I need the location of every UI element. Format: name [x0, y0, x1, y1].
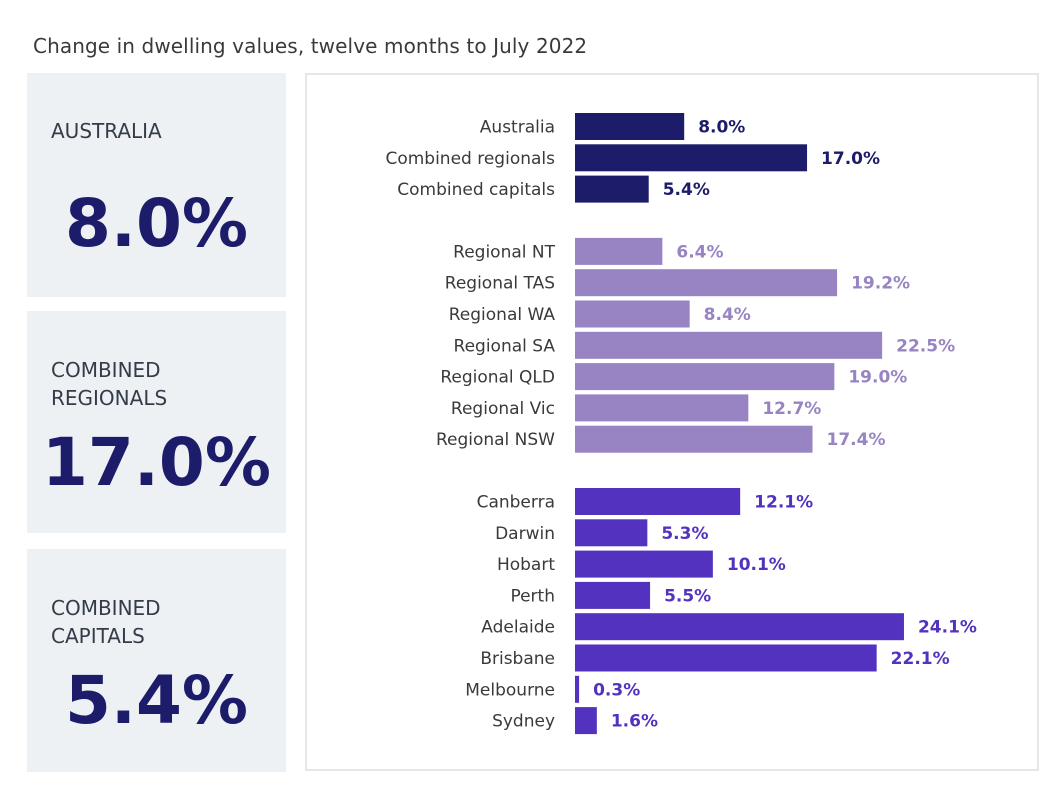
- value-label-sydney: 1.6%: [611, 712, 658, 732]
- chart-panel: Australia 8.0% Combined regionals 17.0% Comb…: [305, 73, 1039, 771]
- regionals-summary-value: 17.0%: [42, 424, 271, 501]
- category-label-combined-regionals: Combined regionals: [385, 149, 555, 169]
- value-label-melbourne: 0.3%: [593, 680, 640, 700]
- category-label-combined-capitals: Combined capitals: [397, 180, 555, 200]
- bar-combined-capitals: [575, 175, 649, 203]
- australia-summary-card: AUSTRALIA 8.0%: [27, 73, 286, 297]
- bar-adelaide: [575, 613, 904, 641]
- bar-regional-nsw: [575, 425, 813, 453]
- category-label-regional-nt: Regional NT: [453, 242, 555, 262]
- regionals-summary-label: COMBINED REGIONALS: [51, 358, 168, 410]
- capitals-summary-card: COMBINED CAPITALS 5.4%: [27, 549, 286, 772]
- category-label-regional-wa: Regional WA: [449, 305, 556, 325]
- value-label-regional-vic: 12.7%: [762, 399, 821, 419]
- category-label-melbourne: Melbourne: [465, 680, 555, 700]
- bar-melbourne: [575, 675, 580, 703]
- bar-combined-regionals: [575, 144, 808, 172]
- value-label-regional-sa: 22.5%: [896, 336, 955, 356]
- value-label-regional-nsw: 17.4%: [827, 430, 886, 450]
- chart-title: Change in dwelling values, twelve months…: [33, 34, 588, 58]
- bar-brisbane: [575, 644, 877, 672]
- bar-regional-vic: [575, 394, 749, 422]
- value-label-hobart: 10.1%: [727, 555, 786, 575]
- value-label-australia: 8.0%: [698, 118, 745, 138]
- value-label-regional-nt: 6.4%: [676, 242, 723, 262]
- bar-canberra: [575, 488, 741, 515]
- bar-regional-sa: [575, 331, 883, 359]
- value-label-combined-capitals: 5.4%: [663, 180, 710, 200]
- category-label-hobart: Hobart: [497, 555, 555, 575]
- category-label-adelaide: Adelaide: [481, 618, 555, 638]
- category-label-regional-nsw: Regional NSW: [436, 430, 555, 450]
- category-label-regional-tas: Regional TAS: [445, 274, 555, 294]
- value-label-regional-qld: 19.0%: [848, 368, 907, 388]
- value-label-regional-wa: 8.4%: [704, 305, 751, 325]
- australia-summary-label: AUSTRALIA: [51, 119, 162, 143]
- bar-regional-nt: [575, 237, 663, 265]
- value-label-brisbane: 22.1%: [891, 649, 950, 669]
- capitals-summary-label: COMBINED CAPITALS: [51, 596, 161, 648]
- value-label-combined-regionals: 17.0%: [821, 149, 880, 169]
- value-label-adelaide: 24.1%: [918, 618, 977, 638]
- category-label-brisbane: Brisbane: [480, 649, 555, 669]
- capitals-summary-value: 5.4%: [64, 662, 249, 739]
- category-label-sydney: Sydney: [492, 712, 555, 732]
- bar-perth: [575, 581, 651, 609]
- value-label-canberra: 12.1%: [754, 493, 813, 513]
- category-label-regional-qld: Regional QLD: [440, 368, 555, 388]
- bar-regional-qld: [575, 363, 835, 391]
- bar-regional-tas: [575, 269, 838, 297]
- value-label-regional-tas: 19.2%: [851, 274, 910, 294]
- category-label-canberra: Canberra: [477, 493, 555, 513]
- bar-australia: [575, 113, 685, 140]
- category-label-australia: Australia: [480, 118, 555, 138]
- australia-summary-value: 8.0%: [64, 185, 249, 262]
- bar-regional-wa: [575, 300, 690, 328]
- value-label-perth: 5.5%: [664, 586, 711, 606]
- category-label-regional-vic: Regional Vic: [451, 399, 555, 419]
- value-label-darwin: 5.3%: [661, 524, 708, 544]
- bar-darwin: [575, 519, 648, 547]
- bar-chart: Australia 8.0% Combined regionals 17.0% Comb…: [385, 113, 977, 735]
- category-label-perth: Perth: [510, 586, 555, 606]
- category-label-regional-sa: Regional SA: [454, 336, 556, 356]
- bar-hobart: [575, 550, 713, 578]
- bar-sydney: [575, 707, 597, 735]
- regionals-summary-card: COMBINED REGIONALS 17.0%: [27, 311, 286, 533]
- category-label-darwin: Darwin: [495, 524, 555, 544]
